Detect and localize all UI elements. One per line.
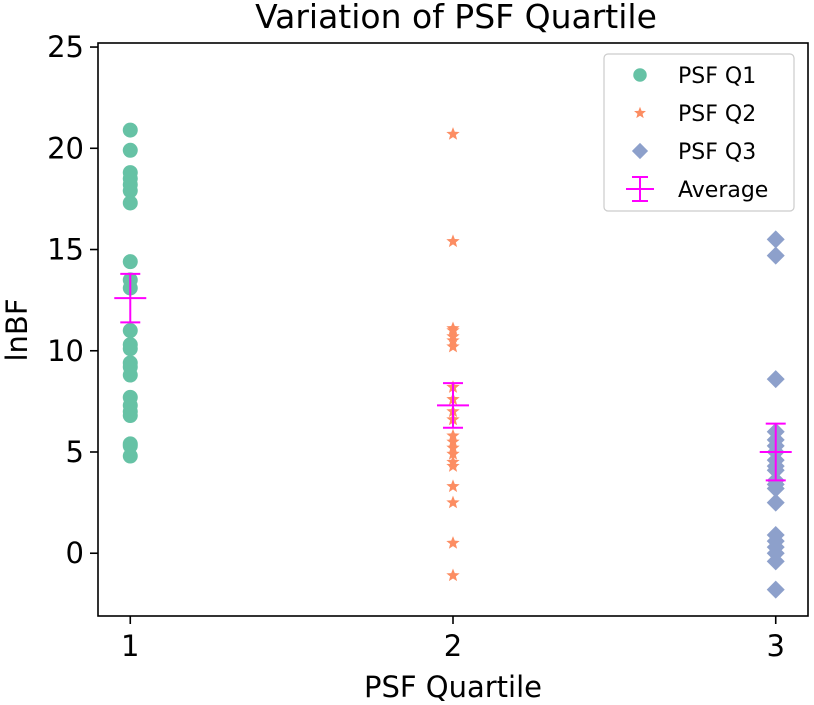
y-tick-label: 15 <box>47 233 84 267</box>
data-point-circle <box>122 254 138 270</box>
legend-item: PSF Q3 <box>631 140 756 165</box>
data-point-star <box>446 568 460 582</box>
data-point-diamond <box>766 370 785 389</box>
data-point-star <box>446 127 460 140</box>
x-axis-label: PSF Quartile <box>364 670 542 704</box>
legend-item: PSF Q2 <box>634 102 756 127</box>
legend-label: PSF Q1 <box>678 64 756 89</box>
y-tick-label: 0 <box>66 536 84 570</box>
data-point-star <box>446 495 460 509</box>
data-point-circle <box>122 367 138 383</box>
data-point-circle <box>122 408 138 424</box>
legend-item: Average <box>626 176 768 203</box>
y-tick-label: 10 <box>47 334 84 368</box>
legend-circle-icon <box>633 68 647 82</box>
data-point-star <box>446 536 460 549</box>
legend-item: PSF Q1 <box>633 64 756 89</box>
data-point-star <box>446 479 460 493</box>
data-point-star <box>446 339 460 353</box>
data-point-diamond <box>766 230 785 249</box>
data-point-circle <box>122 341 138 357</box>
x-tick-label: 2 <box>444 629 462 663</box>
legend-label: PSF Q2 <box>678 102 756 127</box>
data-point-diamond <box>766 552 785 571</box>
data-point-circle <box>122 122 138 138</box>
data-point-circle <box>122 183 138 199</box>
average-errorbars <box>114 272 792 482</box>
y-axis-label: lnBF <box>0 298 34 361</box>
legend-diamond-icon <box>631 142 649 160</box>
legend: PSF Q1 PSF Q2 PSF Q3 Average <box>603 53 795 212</box>
data-point-star <box>446 459 460 472</box>
data-point-circle <box>122 448 138 464</box>
legend-label: Average <box>678 178 768 203</box>
chart-title: Variation of PSF Quartile <box>255 0 657 36</box>
y-tick-label: 5 <box>66 435 84 469</box>
data-point-diamond <box>766 246 785 265</box>
data-point-star <box>446 234 460 248</box>
data-point-star <box>446 323 460 337</box>
legend-star-icon <box>634 106 646 119</box>
data-point-star <box>446 447 460 460</box>
x-axis: 1 2 3 <box>121 616 785 663</box>
y-axis: 0 5 10 15 20 25 <box>47 30 98 570</box>
average-point <box>759 422 792 482</box>
average-point <box>437 382 469 429</box>
data-points <box>122 122 785 599</box>
average-point <box>114 272 147 324</box>
data-point-circle <box>122 323 138 339</box>
data-point-diamond <box>766 580 785 599</box>
data-point-circle <box>122 195 138 211</box>
data-point-circle <box>122 142 138 158</box>
y-tick-label: 20 <box>47 131 84 165</box>
legend-label: PSF Q3 <box>678 140 756 165</box>
y-tick-label: 25 <box>47 30 84 64</box>
x-tick-label: 1 <box>121 629 139 663</box>
legend-box <box>603 53 795 212</box>
x-tick-label: 3 <box>767 629 785 663</box>
data-point-diamond <box>766 493 785 512</box>
